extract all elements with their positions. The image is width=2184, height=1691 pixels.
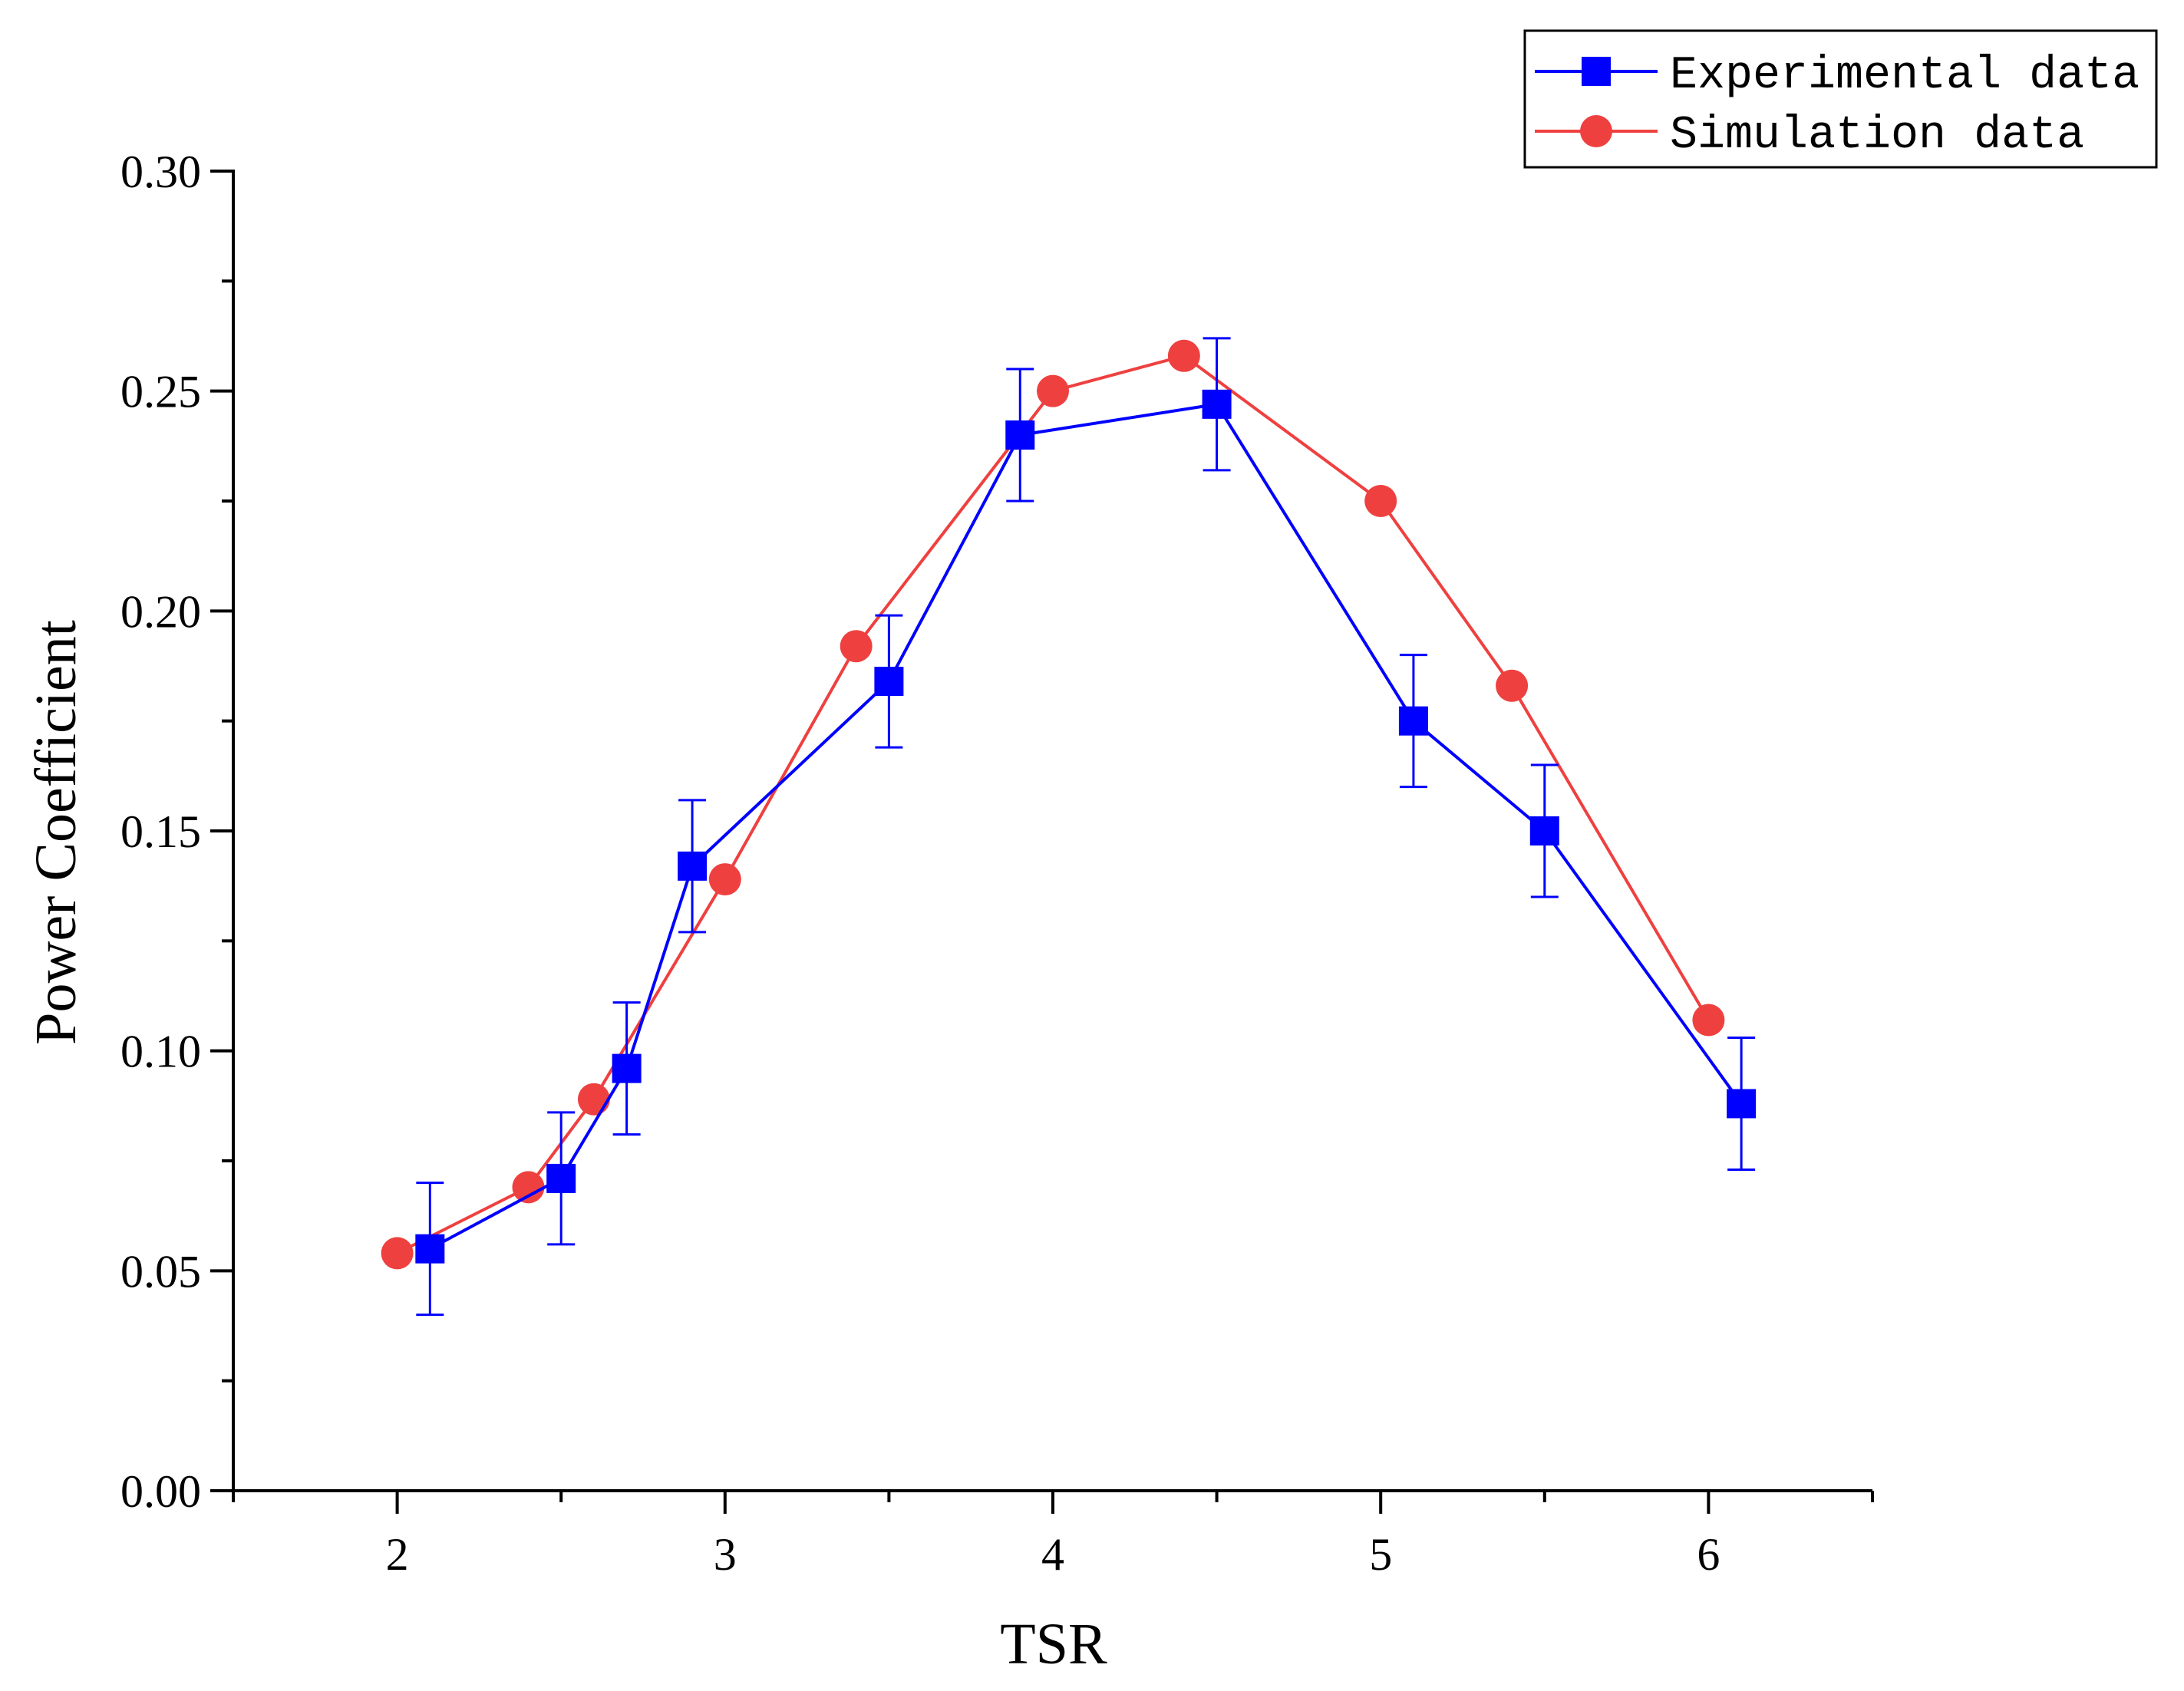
series-layer (381, 337, 1757, 1317)
legend-label-simulation: Simulation data (1670, 110, 2084, 162)
data-point (1167, 339, 1200, 372)
data-point (708, 863, 741, 896)
y-axis-ticks: 0.00 0.05 0.10 0.15 0.20 0.25 0.30 (120, 147, 233, 1517)
data-point (612, 1053, 642, 1083)
data-point (874, 667, 904, 697)
axes (232, 170, 1872, 1492)
legend-label-experimental: Experimental data (1670, 50, 2139, 102)
x-tick-label: 6 (1697, 1529, 1720, 1580)
data-point (840, 630, 873, 663)
data-point (415, 1234, 445, 1264)
series-line (429, 402, 1743, 1251)
data-point (546, 1163, 576, 1193)
y-tick-label: 0.25 (120, 367, 201, 417)
legend-marker (1580, 115, 1612, 147)
data-point (1364, 485, 1397, 517)
data-point (1727, 1089, 1757, 1119)
y-tick-label: 0.10 (120, 1027, 201, 1077)
series-experimental (415, 337, 1757, 1317)
series-simulation (381, 339, 1725, 1270)
data-point (1692, 1004, 1725, 1037)
legend: Experimental data Simulation data (1523, 29, 2158, 169)
y-axis-title: Power Coefficient (24, 620, 88, 1045)
y-tick-label: 0.20 (120, 586, 201, 637)
x-tick-label: 4 (1041, 1529, 1064, 1580)
y-tick-label: 0.30 (120, 147, 201, 197)
data-point (512, 1171, 545, 1204)
x-axis-ticks: 2 3 4 5 6 (232, 1491, 1874, 1580)
data-point (577, 1083, 610, 1116)
x-tick-label: 3 (714, 1529, 737, 1580)
data-point (1496, 669, 1529, 702)
data-point (1037, 374, 1069, 407)
x-axis-title: TSR (1000, 1612, 1107, 1676)
data-point (1202, 389, 1232, 419)
y-tick-label: 0.05 (120, 1246, 201, 1297)
data-point (1529, 816, 1559, 846)
legend-box (1523, 29, 2158, 169)
y-tick-label: 0.00 (120, 1466, 201, 1517)
x-tick-label: 2 (386, 1529, 409, 1580)
x-tick-label: 5 (1369, 1529, 1392, 1580)
data-point (381, 1237, 414, 1270)
legend-marker (1582, 57, 1611, 86)
y-tick-label: 0.15 (120, 806, 201, 857)
data-point (1398, 706, 1428, 736)
data-point (678, 851, 708, 881)
data-point (1005, 420, 1035, 450)
